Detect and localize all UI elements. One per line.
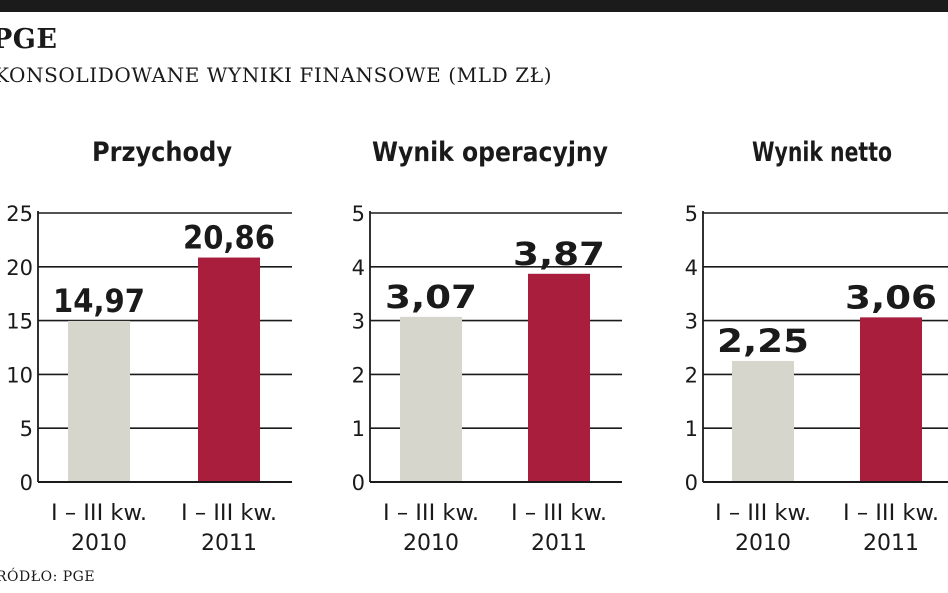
y-tick-3-1: 1 [685, 417, 698, 441]
y-tick-2-2: 2 [352, 363, 365, 387]
value-label-1-1: 14,97 [53, 282, 145, 320]
bar-2-2 [528, 273, 590, 482]
value-label-2-2: 3,87 [513, 235, 605, 273]
y-tick-2-5: 5 [352, 202, 365, 226]
y-tick-3-5: 5 [685, 202, 698, 226]
y-tick-3-3: 3 [685, 310, 698, 334]
bar-1-1 [68, 320, 130, 482]
category-year-1-1: 2010 [71, 531, 127, 556]
chart-subtitle: KONSOLIDOWANE WYNIKI FINANSOWE (MLD ZŁ) [0, 63, 553, 87]
y-tick-2-0: 0 [352, 471, 365, 495]
y-tick-3-2: 2 [685, 363, 698, 387]
category-label-1-2: I – III kw. [181, 501, 277, 526]
chart-title-1: Przychody [92, 137, 232, 168]
y-tick-1-25: 25 [6, 202, 33, 226]
category-label-2-1: I – III kw. [383, 501, 479, 526]
y-tick-1-10: 10 [6, 363, 33, 387]
bar-3-1 [732, 360, 794, 482]
category-year-2-2: 2011 [531, 531, 587, 556]
y-tick-3-0: 0 [685, 471, 698, 495]
bar-3-2 [860, 317, 922, 482]
y-tick-2-1: 1 [352, 417, 365, 441]
y-tick-2-3: 3 [352, 310, 365, 334]
chart-title-3: Wynik netto [752, 137, 892, 168]
value-label-3-2: 3,06 [845, 278, 937, 316]
chart-title-2: Wynik operacyjny [372, 137, 608, 168]
y-tick-2-4: 4 [352, 256, 365, 280]
y-tick-1-5: 5 [20, 417, 33, 441]
y-tick-1-0: 0 [20, 471, 33, 495]
source-note: RÓDŁO: PGE [0, 569, 96, 585]
charts-area: Przychody 0 5 10 15 20 25 14,97 I – III kw. 2010 2… [0, 110, 948, 570]
value-label-1-2: 20,86 [183, 219, 275, 257]
y-tick-1-20: 20 [6, 256, 33, 280]
value-label-3-1: 2,25 [717, 322, 809, 360]
value-label-2-1: 3,07 [385, 278, 477, 316]
category-label-3-1: I – III kw. [715, 501, 811, 526]
brand-title: PGE [0, 24, 58, 55]
y-tick-3-4: 4 [685, 256, 698, 280]
category-year-3-2: 2011 [863, 531, 919, 556]
top-bar [0, 0, 948, 12]
category-label-1-1: I – III kw. [51, 501, 147, 526]
category-year-1-2: 2011 [201, 531, 257, 556]
category-label-3-2: I – III kw. [843, 501, 939, 526]
bar-2-1 [400, 316, 462, 482]
bar-1-2 [198, 257, 260, 482]
category-label-2-2: I – III kw. [511, 501, 607, 526]
category-year-2-1: 2010 [403, 531, 459, 556]
y-tick-1-15: 15 [6, 310, 33, 334]
category-year-3-1: 2010 [735, 531, 791, 556]
